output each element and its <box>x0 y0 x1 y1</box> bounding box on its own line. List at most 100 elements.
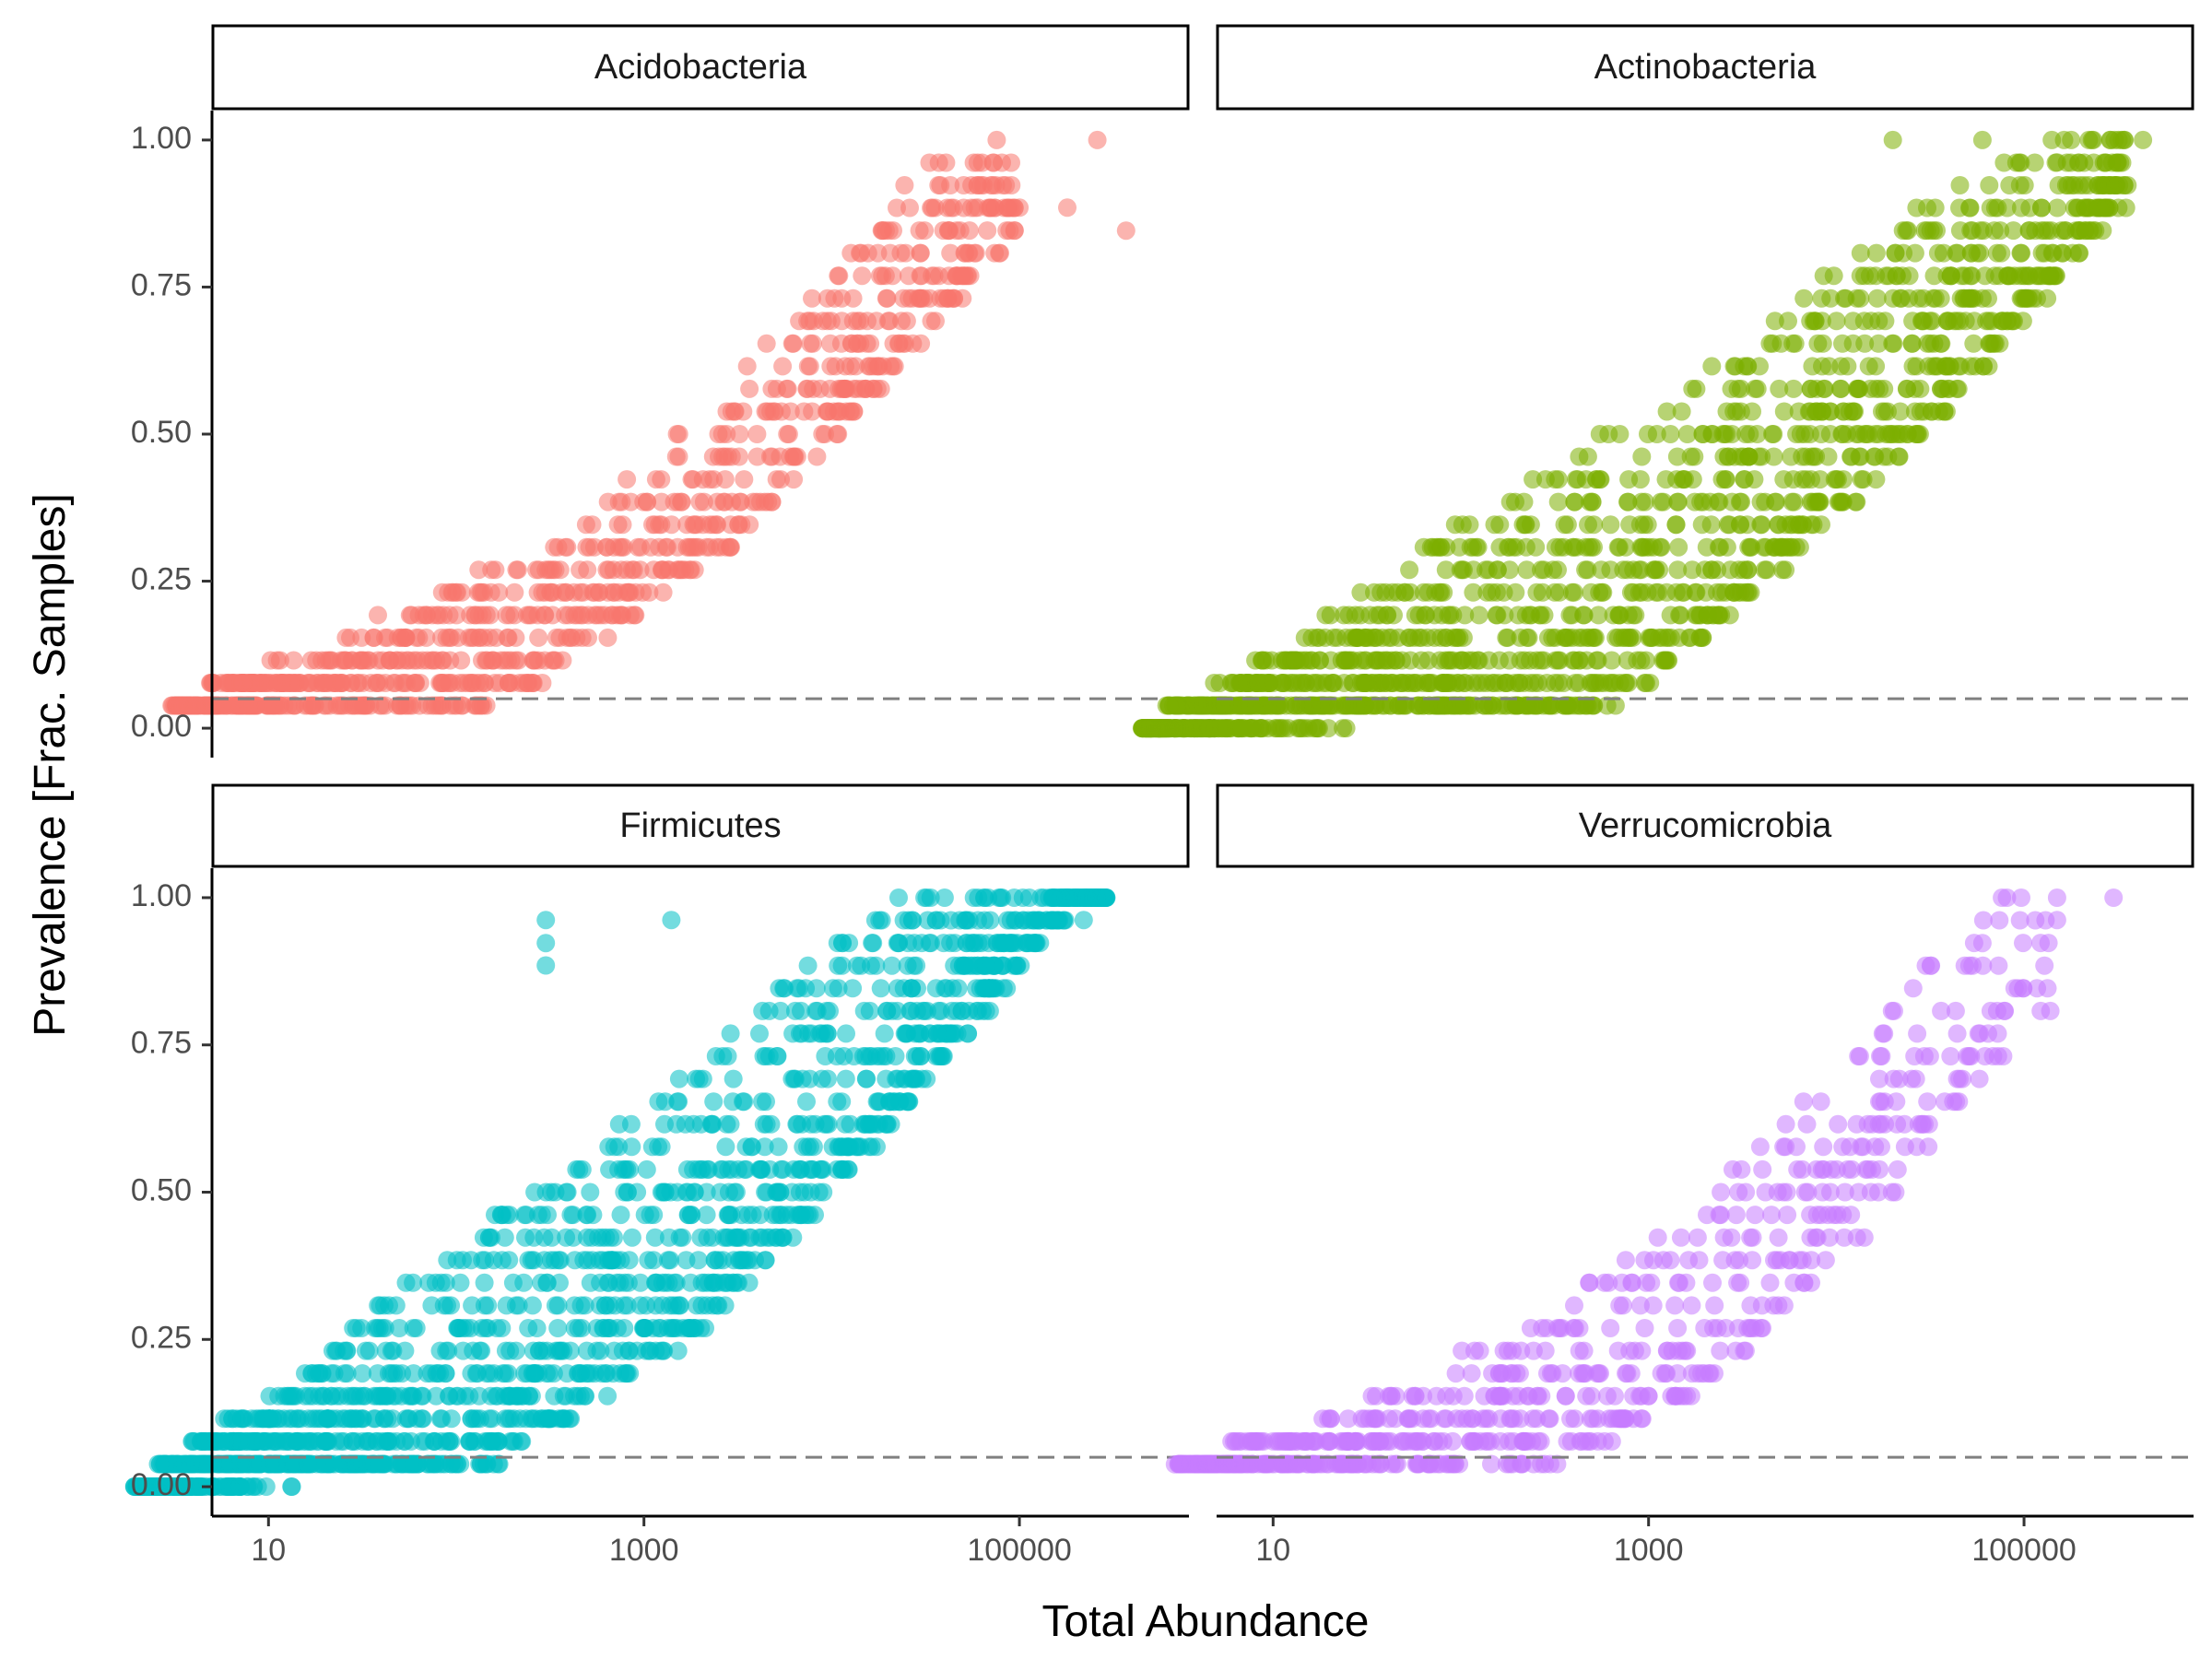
scatter-point <box>1969 1024 1988 1043</box>
scatter-point <box>506 628 525 647</box>
scatter-point <box>1824 1206 1843 1225</box>
scatter-point <box>615 1319 634 1337</box>
scatter-point <box>350 1409 370 1429</box>
scatter-point <box>841 357 860 376</box>
scatter-point <box>402 1431 420 1451</box>
scatter-point <box>927 1024 947 1043</box>
scatter-point <box>1888 1159 1907 1179</box>
scatter-point <box>1418 628 1437 647</box>
scatter-point <box>1698 1206 1716 1225</box>
facet-strip-actinobacteria: Actinobacteria <box>1216 24 2194 111</box>
scatter-point <box>875 1024 894 1043</box>
scatter-point <box>817 1114 836 1134</box>
scatter-point <box>965 934 984 953</box>
scatter-point <box>1789 402 1808 421</box>
facet-panel-firmicutes: Firmicutes 0.000.250.500.751.00 10 1000 10… <box>124 783 1190 1568</box>
scatter-point <box>1866 357 1886 376</box>
scatter-point <box>658 537 677 557</box>
scatter-point <box>703 1296 723 1315</box>
scatter-point <box>888 1069 907 1088</box>
scatter-point <box>1928 243 1947 263</box>
scatter-point <box>831 379 851 398</box>
scatter-point <box>798 312 818 331</box>
scatter-point <box>1988 198 2007 218</box>
scatter-point <box>554 1409 573 1429</box>
scatter-point <box>1477 582 1497 602</box>
scatter-point <box>1610 606 1630 625</box>
scatter-point <box>495 1228 514 1247</box>
scatter-point <box>1732 1159 1751 1179</box>
scatter-point <box>1950 221 1970 241</box>
scatter-point <box>847 334 866 353</box>
scatter-point <box>803 334 822 353</box>
scatter-point <box>832 1137 852 1157</box>
scatter-point <box>889 888 908 907</box>
scatter-point <box>400 1454 419 1474</box>
scatter-point <box>353 1364 372 1383</box>
scatter-point <box>789 979 808 998</box>
scatter-point <box>1423 674 1442 692</box>
scatter-point <box>1576 470 1595 489</box>
scatter-point <box>1979 288 1997 308</box>
scatter-point <box>1516 537 1535 557</box>
scatter-point <box>1351 582 1371 602</box>
scatter-point <box>884 357 902 376</box>
scatter-point <box>438 1296 456 1315</box>
scatter-point <box>2079 198 2099 218</box>
scatter-point <box>500 606 520 625</box>
scatter-point <box>1400 560 1419 580</box>
scatter-point <box>299 674 317 692</box>
scatter-point <box>1641 1273 1661 1292</box>
scatter-point <box>1258 1454 1277 1474</box>
scatter-point <box>1389 696 1407 715</box>
scatter-point <box>644 560 664 580</box>
scatter-point <box>1321 1409 1340 1429</box>
scatter-point <box>1522 606 1541 625</box>
scatter-point <box>1361 1431 1381 1451</box>
scatter-point <box>1903 357 1923 376</box>
scatter-point <box>1588 1431 1607 1451</box>
scatter-point <box>417 606 436 625</box>
y-tick-label: 0.25 <box>131 562 192 597</box>
scatter-point <box>347 696 366 715</box>
scatter-point <box>1639 425 1657 443</box>
scatter-point <box>325 1454 345 1474</box>
scatter-point <box>1975 266 1994 286</box>
scatter-point <box>196 1431 216 1451</box>
scatter-point <box>816 1047 835 1065</box>
scatter-point <box>557 582 575 602</box>
scatter-point <box>817 402 836 421</box>
scatter-point <box>904 1069 924 1088</box>
scatter-point <box>954 176 973 194</box>
scatter-point <box>505 582 524 602</box>
scatter-point <box>1728 379 1747 398</box>
scatter-point <box>395 1341 415 1360</box>
scatter-point <box>607 1251 627 1270</box>
scatter-point <box>1711 1206 1730 1225</box>
scatter-point <box>483 651 502 670</box>
scatter-point <box>942 1001 961 1020</box>
scatter-point <box>1813 1182 1832 1202</box>
scatter-point <box>1740 425 1759 443</box>
scatter-point <box>1816 1251 1835 1270</box>
scatter-point <box>2010 153 2030 172</box>
scatter-point <box>1430 651 1450 670</box>
scatter-point <box>672 492 691 512</box>
scatter-point <box>735 470 754 489</box>
scatter-point <box>1925 288 1945 308</box>
scatter-point <box>1723 492 1742 512</box>
scatter-point <box>471 696 490 715</box>
scatter-point <box>669 425 688 443</box>
scatter-point <box>1215 696 1234 715</box>
scatter-point <box>1802 470 1820 489</box>
scatter-point <box>1424 1454 1443 1474</box>
scatter-point <box>768 1047 787 1065</box>
scatter-point <box>806 1001 826 1020</box>
scatter-point <box>1743 402 1761 421</box>
scatter-point <box>752 1159 771 1179</box>
scatter-point <box>750 1024 769 1043</box>
scatter-point <box>2004 221 2023 241</box>
scatter-point <box>1524 470 1543 489</box>
scatter-point <box>882 956 901 975</box>
scatter-point <box>422 1296 441 1315</box>
